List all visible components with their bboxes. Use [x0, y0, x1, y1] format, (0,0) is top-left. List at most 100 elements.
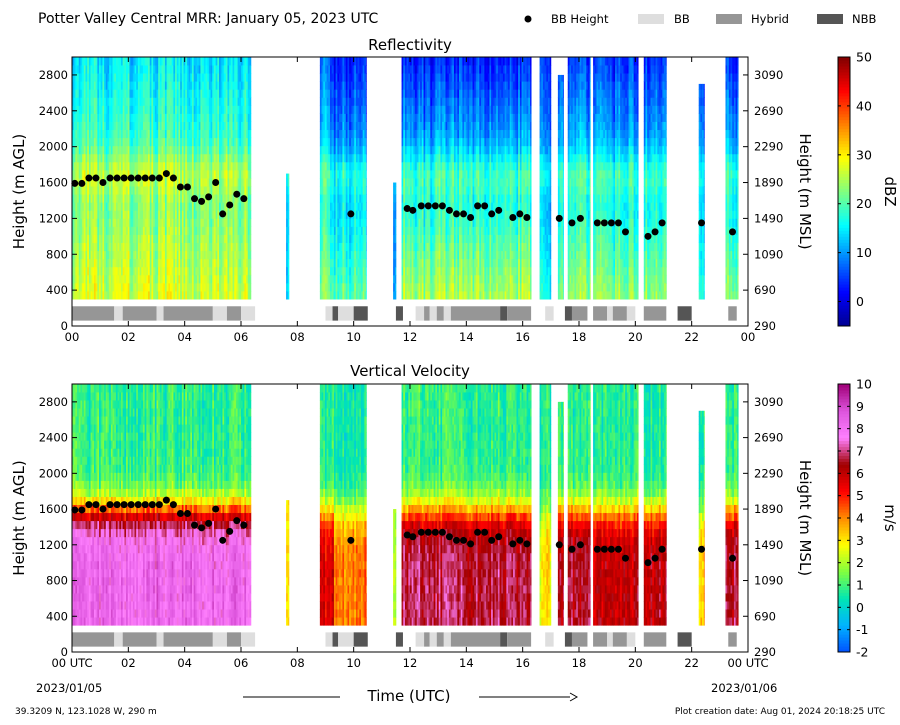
heatmap-cell [366, 210, 367, 218]
legend-nbb-swatch [817, 14, 843, 24]
heatmap-cell [366, 57, 367, 65]
heatmap-cell [249, 154, 251, 162]
heatmap-cell [249, 73, 251, 81]
heatmap-cell [249, 194, 251, 202]
heatmap-cell [288, 291, 290, 299]
heatmap-cell [249, 235, 251, 243]
heatmap-cell [395, 243, 397, 251]
heatmap-cell [366, 97, 367, 105]
heatmap-cell [288, 243, 290, 251]
heatmap-cell [288, 259, 290, 267]
heatmap-cell [366, 154, 367, 162]
legend-hybrid-label: Hybrid [751, 12, 789, 26]
heatmap-cell [395, 194, 397, 202]
heatmap-cell [366, 170, 367, 178]
heatmap-cell [366, 267, 367, 275]
heatmap-cell [366, 251, 367, 259]
heatmap-cell [366, 243, 367, 251]
heatmap-cell [366, 138, 367, 146]
heatmap-cell [288, 275, 290, 283]
heatmap-cell [249, 218, 251, 226]
heatmap-cell [249, 291, 251, 299]
heatmap-cell [249, 146, 251, 154]
heatmap-cell [395, 218, 397, 226]
heatmap-cell [288, 210, 290, 218]
heatmap-cell [366, 218, 367, 226]
heatmap-cell [395, 186, 397, 194]
heatmap-cell [366, 89, 367, 97]
heatmap-cell [249, 130, 251, 138]
heatmap-cell [249, 89, 251, 97]
legend: BB Height BB Hybrid NBB [525, 12, 877, 26]
heatmap-cell [249, 259, 251, 267]
heatmap-cell [288, 174, 290, 179]
heatmap-cell [249, 202, 251, 210]
heatmap-cell [395, 267, 397, 275]
heatmap-cell [366, 283, 367, 291]
heatmap-cell [249, 251, 251, 259]
heatmap-cell [249, 97, 251, 105]
heatmap-cell [366, 113, 367, 121]
heatmap-cell [395, 226, 397, 234]
legend-bb-height-marker [525, 16, 532, 23]
heatmap-cell [366, 186, 367, 194]
heatmap-cell [288, 235, 290, 243]
heatmap-cell [249, 178, 251, 186]
heatmap-cell [366, 226, 367, 234]
heatmap-cell [288, 218, 290, 226]
heatmap-cell [395, 283, 397, 291]
heatmap-cell [288, 186, 290, 194]
heatmap-cell [366, 162, 367, 170]
heatmap-cell [288, 251, 290, 259]
legend-bb-height-label: BB Height [551, 12, 609, 26]
heatmap-cell [395, 251, 397, 259]
heatmap-cell [288, 194, 290, 202]
heatmap-cell [249, 138, 251, 146]
heatmap-cell [249, 275, 251, 283]
heatmap-cell [249, 243, 251, 251]
heatmap-cell [249, 105, 251, 113]
heatmap-cell [288, 226, 290, 234]
heatmap-cell [249, 210, 251, 218]
heatmap-cell [366, 178, 367, 186]
heatmap-cell [249, 283, 251, 291]
heatmap-cell [366, 130, 367, 138]
heatmap-cell [366, 146, 367, 154]
heatmap-cell [366, 105, 367, 113]
heatmap-cell [249, 226, 251, 234]
heatmap-cell [395, 235, 397, 243]
chart-title: Potter Valley Central MRR: January 05, 2… [38, 11, 378, 27]
heatmap-cell [366, 202, 367, 210]
heatmap-cell [249, 170, 251, 178]
heatmap-cell [395, 210, 397, 218]
heatmap-cell [249, 65, 251, 73]
heatmap-cell [288, 202, 290, 210]
heatmap-cell [366, 65, 367, 73]
heatmap-cell [288, 178, 290, 186]
heatmap-cell [249, 186, 251, 194]
heatmap-cell [288, 267, 290, 275]
heatmap-cell [395, 202, 397, 210]
heatmap-cell [366, 275, 367, 283]
legend-hybrid-swatch [716, 14, 742, 24]
heatmap-cell [249, 122, 251, 130]
heatmap-cell [395, 291, 397, 299]
legend-bb-label: BB [674, 12, 690, 26]
heatmap-cell [366, 122, 367, 130]
heatmap-cell [249, 162, 251, 170]
heatmap-cell [395, 259, 397, 267]
heatmap-cell [366, 81, 367, 89]
panel-title: Reflectivity [368, 36, 452, 54]
heatmap-cell [366, 73, 367, 81]
heatmap-cell [249, 81, 251, 89]
heatmap-cell [249, 267, 251, 275]
legend-nbb-label: NBB [852, 12, 876, 26]
heatmap-cell [366, 235, 367, 243]
heatmap-cell [366, 194, 367, 202]
heatmap-cell [395, 183, 397, 187]
heatmap-cell [395, 275, 397, 283]
heatmap-cell [366, 291, 367, 299]
heatmap-cell [366, 259, 367, 267]
heatmap-cell [288, 283, 290, 291]
